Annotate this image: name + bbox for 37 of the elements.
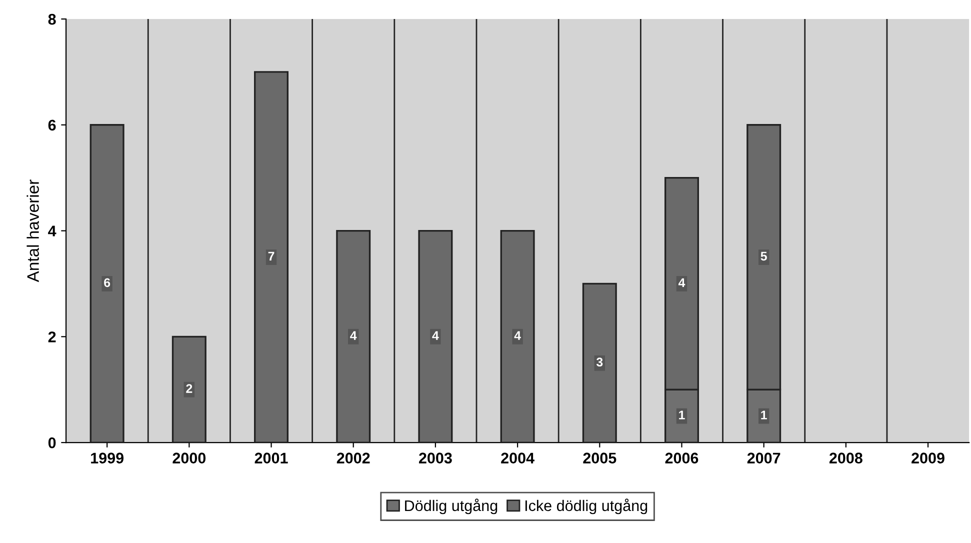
x-tick-label: 1999 (91, 452, 124, 464)
x-tick-label: 2000 (172, 452, 206, 464)
x-tick-label: 2006 (665, 452, 698, 464)
y-tick-label: 4 (48, 226, 56, 236)
x-tick-label: 2004 (501, 452, 534, 464)
y-tick-label: 2 (48, 332, 56, 342)
y-tick-label: 0 (48, 437, 56, 448)
x-tick-label: 2007 (747, 452, 780, 464)
legend-label: Icke dödlig utgång (525, 498, 648, 514)
x-tick-label: 2008 (829, 452, 862, 464)
y-tick-label: 6 (48, 120, 56, 131)
x-tick-label: 2003 (418, 452, 452, 464)
data-label: 4 (432, 331, 439, 340)
x-tick-label: 2001 (254, 452, 288, 464)
data-label: 4 (514, 331, 521, 340)
data-label: 1 (679, 410, 685, 420)
data-label: 5 (760, 252, 767, 261)
bar (418, 230, 453, 443)
bar (582, 282, 617, 443)
bar (172, 336, 206, 443)
legend-label: Dödlig utgång (405, 498, 498, 514)
x-tick-label: 2009 (912, 452, 944, 464)
x-tick-label: 2002 (336, 452, 370, 464)
y-tick-label: 8 (48, 14, 56, 25)
data-label: 6 (104, 278, 110, 288)
bar (254, 71, 289, 443)
x-tick-label: 2005 (583, 452, 616, 464)
data-label: 3 (596, 358, 603, 367)
data-label: 1 (761, 410, 767, 420)
data-label: 2 (186, 384, 192, 393)
data-label: 7 (268, 252, 274, 260)
bar (500, 230, 535, 443)
y-axis-title: Antal haverier (26, 180, 39, 282)
data-label: 4 (678, 278, 686, 287)
bar (336, 230, 371, 443)
data-label: 4 (350, 331, 357, 340)
bar (90, 124, 124, 443)
